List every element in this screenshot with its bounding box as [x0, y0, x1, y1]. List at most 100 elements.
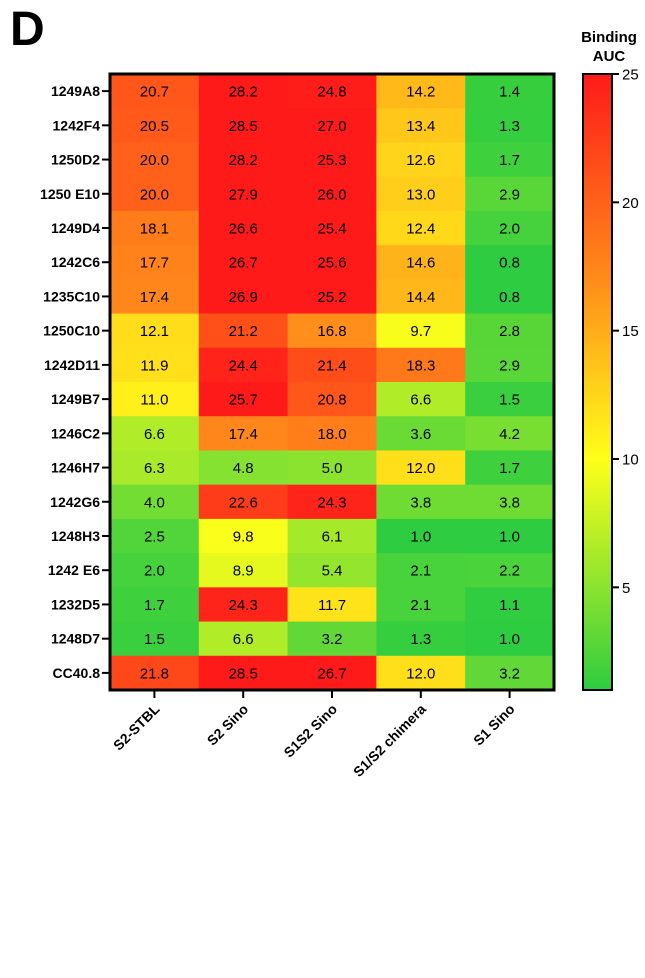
heatmap-cell	[465, 621, 555, 657]
heatmap-cell	[287, 587, 377, 623]
cell-value: 26.0	[317, 186, 346, 203]
row-label: 1249B7	[51, 391, 100, 407]
cell-value: 27.0	[317, 118, 346, 135]
cell-value: 2.1	[410, 563, 431, 580]
cell-value: 1.0	[499, 529, 520, 546]
cell-value: 2.1	[410, 597, 431, 614]
heatmap-cell	[287, 553, 377, 588]
column-label: S1 Sino	[470, 701, 518, 749]
heatmap-cell	[287, 210, 377, 246]
heatmap-cell	[376, 108, 466, 143]
heatmap-cell	[376, 416, 466, 451]
cell-value: 12.4	[406, 221, 435, 238]
row-label: 1242D11	[44, 357, 100, 373]
heatmap-cell	[376, 655, 466, 691]
cell-value: 20.0	[140, 152, 169, 169]
cell-value: 17.7	[140, 255, 169, 272]
cell-value: 24.4	[229, 357, 258, 374]
heatmap-cell	[287, 382, 377, 417]
heatmap-cell	[110, 74, 200, 109]
row-label: 1242 E6	[48, 562, 100, 578]
heatmap-cell	[198, 621, 289, 657]
row-label: 1232D5	[51, 596, 100, 612]
heatmap-cell	[287, 655, 377, 691]
cell-value: 6.1	[322, 529, 343, 546]
heatmap-cell	[376, 142, 466, 178]
row-label: 1242F4	[53, 117, 101, 133]
colorbar-tick-label: 10	[622, 452, 639, 469]
heatmap-cell	[110, 484, 200, 520]
heatmap-cell	[110, 210, 200, 246]
colorbar-title: Binding AUC	[581, 29, 637, 65]
colorbar-tick-label: 5	[622, 580, 630, 597]
heatmap-cell	[465, 108, 555, 143]
cell-value: 3.8	[499, 494, 520, 511]
heatmap-cell	[287, 621, 377, 657]
cell-value: 1.4	[499, 84, 520, 101]
row-label: 1250D2	[51, 152, 100, 168]
heatmap-cell	[465, 450, 555, 486]
heatmap-cell	[287, 176, 377, 212]
cell-value: 14.4	[406, 289, 435, 306]
cell-value: 12.0	[406, 460, 435, 477]
colorbar-tick-label: 20	[622, 195, 639, 212]
cell-value: 13.0	[406, 186, 435, 203]
heatmap-cell	[465, 655, 555, 691]
heatmap-cell	[110, 382, 200, 417]
heatmap-cell	[110, 553, 200, 588]
cell-value: 2.2	[499, 563, 520, 580]
heatmap-cell	[376, 553, 466, 588]
cell-value: 0.8	[499, 255, 520, 272]
cell-value: 11.0	[140, 392, 168, 409]
heatmap-cell	[110, 245, 200, 280]
row-label: 1248D7	[51, 631, 100, 647]
cell-value: 6.6	[410, 392, 431, 409]
row-label: 1242G6	[50, 494, 100, 510]
cell-value: 27.9	[229, 186, 258, 203]
heatmap-cell	[465, 74, 555, 109]
cell-value: 26.6	[229, 221, 258, 238]
heatmap-cell	[287, 347, 377, 383]
cell-value: 1.5	[499, 392, 520, 409]
cell-value: 6.6	[233, 631, 254, 648]
cell-value: 8.9	[233, 563, 254, 580]
cell-value: 2.8	[499, 323, 520, 340]
column-label: S2 Sino	[204, 701, 252, 749]
cell-value: 12.6	[406, 152, 435, 169]
cell-value: 28.2	[229, 84, 258, 101]
row-label: 1235C10	[43, 288, 100, 304]
cell-value: 5.4	[322, 563, 343, 580]
cell-value: 6.6	[144, 426, 165, 443]
heatmap-cell	[376, 484, 466, 520]
cell-value: 1.3	[499, 118, 520, 135]
cell-value: 3.2	[322, 631, 343, 648]
heatmap-cell	[110, 518, 200, 554]
heatmap-frame	[108, 72, 556, 692]
cell-value: 18.3	[406, 357, 435, 374]
heatmap-cell	[376, 450, 466, 486]
heatmap-cell	[376, 245, 466, 280]
heatmap-cell	[465, 484, 555, 520]
cell-value: 4.0	[144, 494, 165, 511]
cell-value: 24.8	[317, 84, 346, 101]
heatmap-cell	[287, 279, 377, 315]
heatmap-cell	[198, 587, 289, 623]
heatmap-cell	[198, 108, 289, 143]
cell-value: 18.0	[317, 426, 346, 443]
cell-value: 22.6	[229, 494, 258, 511]
heatmap-cell	[198, 382, 289, 417]
cell-value: 21.4	[317, 357, 346, 374]
cell-value: 21.2	[229, 323, 258, 340]
cell-value: 26.9	[229, 289, 258, 306]
heatmap-cell	[465, 176, 555, 212]
heatmap-cell	[198, 245, 289, 280]
cell-value: 1.3	[410, 631, 431, 648]
cell-value: 1.7	[144, 597, 165, 614]
heatmap-cell	[465, 416, 555, 451]
cell-value: 20.7	[140, 84, 169, 101]
row-label: 1248H3	[51, 528, 100, 544]
heatmap-cell	[198, 450, 289, 486]
heatmap-cell	[198, 347, 289, 383]
heatmap-cells: 20.7 28.2 24.8 14.2 1.4 20.5 28.5 27.0 13.4 1.3 20…	[110, 74, 555, 691]
heatmap-cell	[465, 382, 555, 417]
